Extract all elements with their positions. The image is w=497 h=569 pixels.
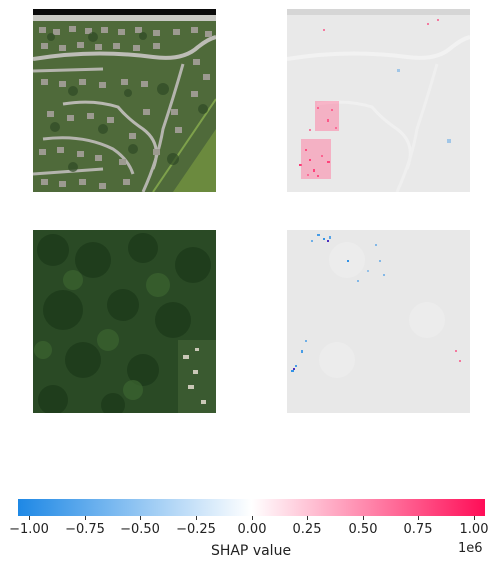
colorbar-tick-label: −0.75 [65,522,105,537]
colorbar-tick [252,516,253,520]
colorbar-tick-label: −0.50 [120,522,160,537]
forest-shap-overlay [287,230,470,413]
colorbar-tick [363,516,364,520]
shap-colorbar [18,499,485,516]
colorbar-tick-label: 0.25 [292,522,322,537]
colorbar-tick-label: 0.00 [237,522,267,537]
colorbar-tick [307,516,308,520]
colorbar-tick-label: −0.25 [176,522,216,537]
colorbar-tick [418,516,419,520]
colorbar-tick [85,516,86,520]
colorbar-tick [474,516,475,520]
colorbar-tick-label: −1.00 [9,522,49,537]
residential-aerial-image [33,9,216,192]
colorbar-axis-label: SHAP value [210,543,292,559]
forest-aerial-image [33,230,216,413]
colorbar-tick [29,516,30,520]
colorbar-tick [196,516,197,520]
colorbar-tick-label: 1.00 [459,522,489,537]
colorbar-tick-label: 0.50 [348,522,378,537]
colorbar-scale-label: 1e6 [458,541,483,556]
residential-shap-overlay [287,9,470,192]
colorbar-tick [140,516,141,520]
colorbar-tick-label: 0.75 [403,522,433,537]
